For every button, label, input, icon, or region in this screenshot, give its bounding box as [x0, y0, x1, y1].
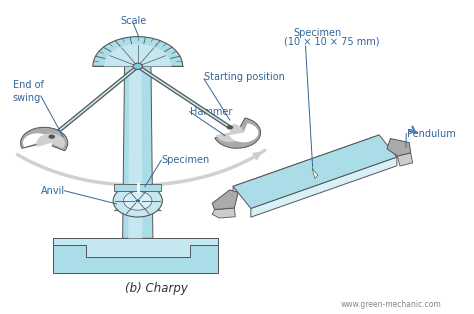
Circle shape: [48, 134, 55, 139]
Text: Anvil: Anvil: [41, 187, 65, 196]
Polygon shape: [53, 238, 218, 257]
Text: Specimen: Specimen: [161, 155, 210, 165]
Circle shape: [113, 185, 162, 217]
Text: www.green-mechanic.com: www.green-mechanic.com: [341, 300, 442, 309]
Polygon shape: [114, 184, 161, 191]
Polygon shape: [128, 66, 143, 238]
Wedge shape: [36, 133, 65, 148]
Polygon shape: [53, 245, 218, 273]
Wedge shape: [229, 123, 258, 142]
Polygon shape: [398, 153, 412, 166]
Polygon shape: [123, 66, 153, 238]
Polygon shape: [114, 201, 161, 211]
Wedge shape: [216, 123, 244, 142]
Text: (b) Charpy: (b) Charpy: [125, 282, 188, 295]
Wedge shape: [20, 127, 68, 151]
Text: Hammer: Hammer: [190, 107, 232, 117]
Wedge shape: [215, 118, 261, 148]
Wedge shape: [104, 44, 172, 66]
Text: End of
swing: End of swing: [12, 80, 44, 103]
Circle shape: [136, 199, 140, 202]
Circle shape: [124, 192, 152, 210]
Circle shape: [133, 63, 143, 69]
Text: Specimen: Specimen: [294, 28, 342, 38]
Polygon shape: [251, 157, 397, 217]
Wedge shape: [23, 133, 52, 149]
Polygon shape: [212, 190, 238, 209]
Wedge shape: [93, 37, 182, 66]
Text: Pendulum: Pendulum: [407, 128, 456, 138]
Polygon shape: [312, 168, 318, 179]
Polygon shape: [233, 135, 397, 208]
Text: (10 × 10 × 75 mm): (10 × 10 × 75 mm): [284, 36, 380, 46]
Text: Starting position: Starting position: [204, 72, 285, 82]
Polygon shape: [387, 138, 410, 156]
Circle shape: [227, 125, 233, 129]
Text: Scale: Scale: [120, 16, 146, 26]
Polygon shape: [233, 135, 379, 195]
Polygon shape: [212, 208, 235, 218]
